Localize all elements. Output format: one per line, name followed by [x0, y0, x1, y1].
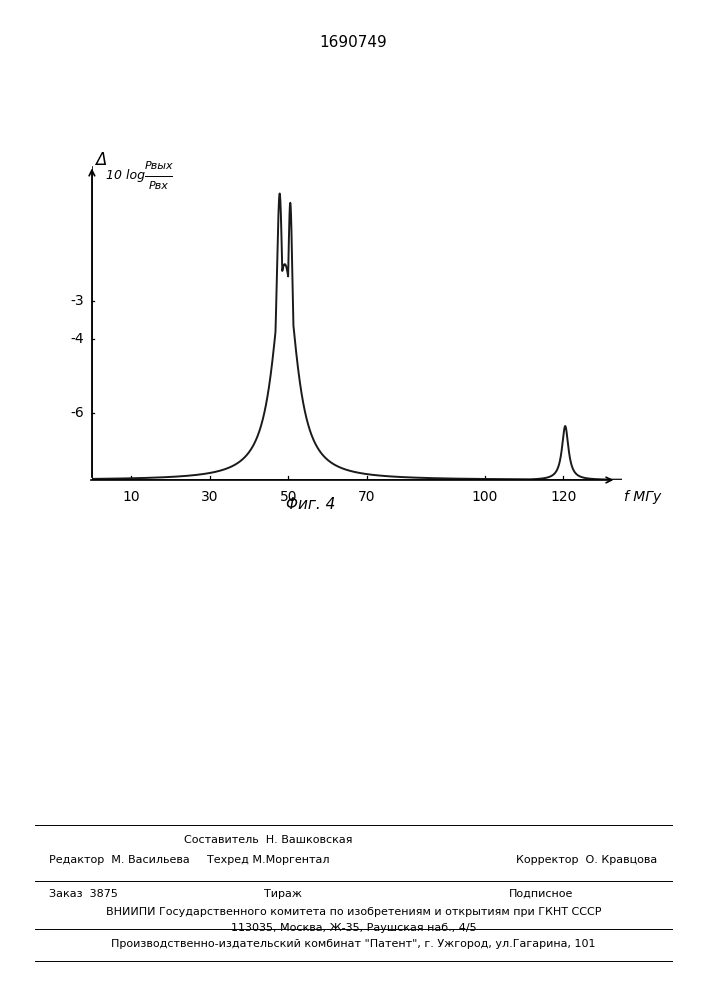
Text: 30: 30 [201, 490, 218, 504]
Text: f МГу: f МГу [624, 490, 661, 504]
Text: Δ: Δ [95, 151, 107, 169]
Text: Тираж: Тираж [264, 889, 302, 899]
Text: Техред М.Моргентал: Техред М.Моргентал [207, 855, 330, 865]
Text: Заказ  3875: Заказ 3875 [49, 889, 118, 899]
Text: Рвх: Рвх [148, 181, 169, 191]
Text: Рвых: Рвых [144, 161, 173, 171]
Text: Корректор  О. Кравцова: Корректор О. Кравцова [516, 855, 658, 865]
Text: 10 log: 10 log [105, 169, 145, 182]
Text: -3: -3 [71, 294, 84, 308]
Text: 10: 10 [122, 490, 140, 504]
Text: 1690749: 1690749 [320, 35, 387, 50]
Text: Составитель  Н. Вашковская: Составитель Н. Вашковская [185, 835, 353, 845]
Text: -4: -4 [71, 332, 84, 346]
Text: Подписное: Подписное [509, 889, 573, 899]
Text: -6: -6 [70, 406, 84, 420]
Text: 113035, Москва, Ж-35, Раушская наб., 4/5: 113035, Москва, Ж-35, Раушская наб., 4/5 [230, 923, 477, 933]
Text: Производственно-издательский комбинат "Патент", г. Ужгород, ул.Гагарина, 101: Производственно-издательский комбинат "П… [111, 939, 596, 949]
Text: Φиг. 4: Φиг. 4 [286, 497, 336, 512]
Text: 50: 50 [279, 490, 297, 504]
Text: ВНИИПИ Государственного комитета по изобретениям и открытиям при ГКНТ СССР: ВНИИПИ Государственного комитета по изоб… [106, 907, 601, 917]
Text: 120: 120 [550, 490, 576, 504]
Text: Редактор  М. Васильева: Редактор М. Васильева [49, 855, 190, 865]
Text: 70: 70 [358, 490, 375, 504]
Text: 100: 100 [472, 490, 498, 504]
